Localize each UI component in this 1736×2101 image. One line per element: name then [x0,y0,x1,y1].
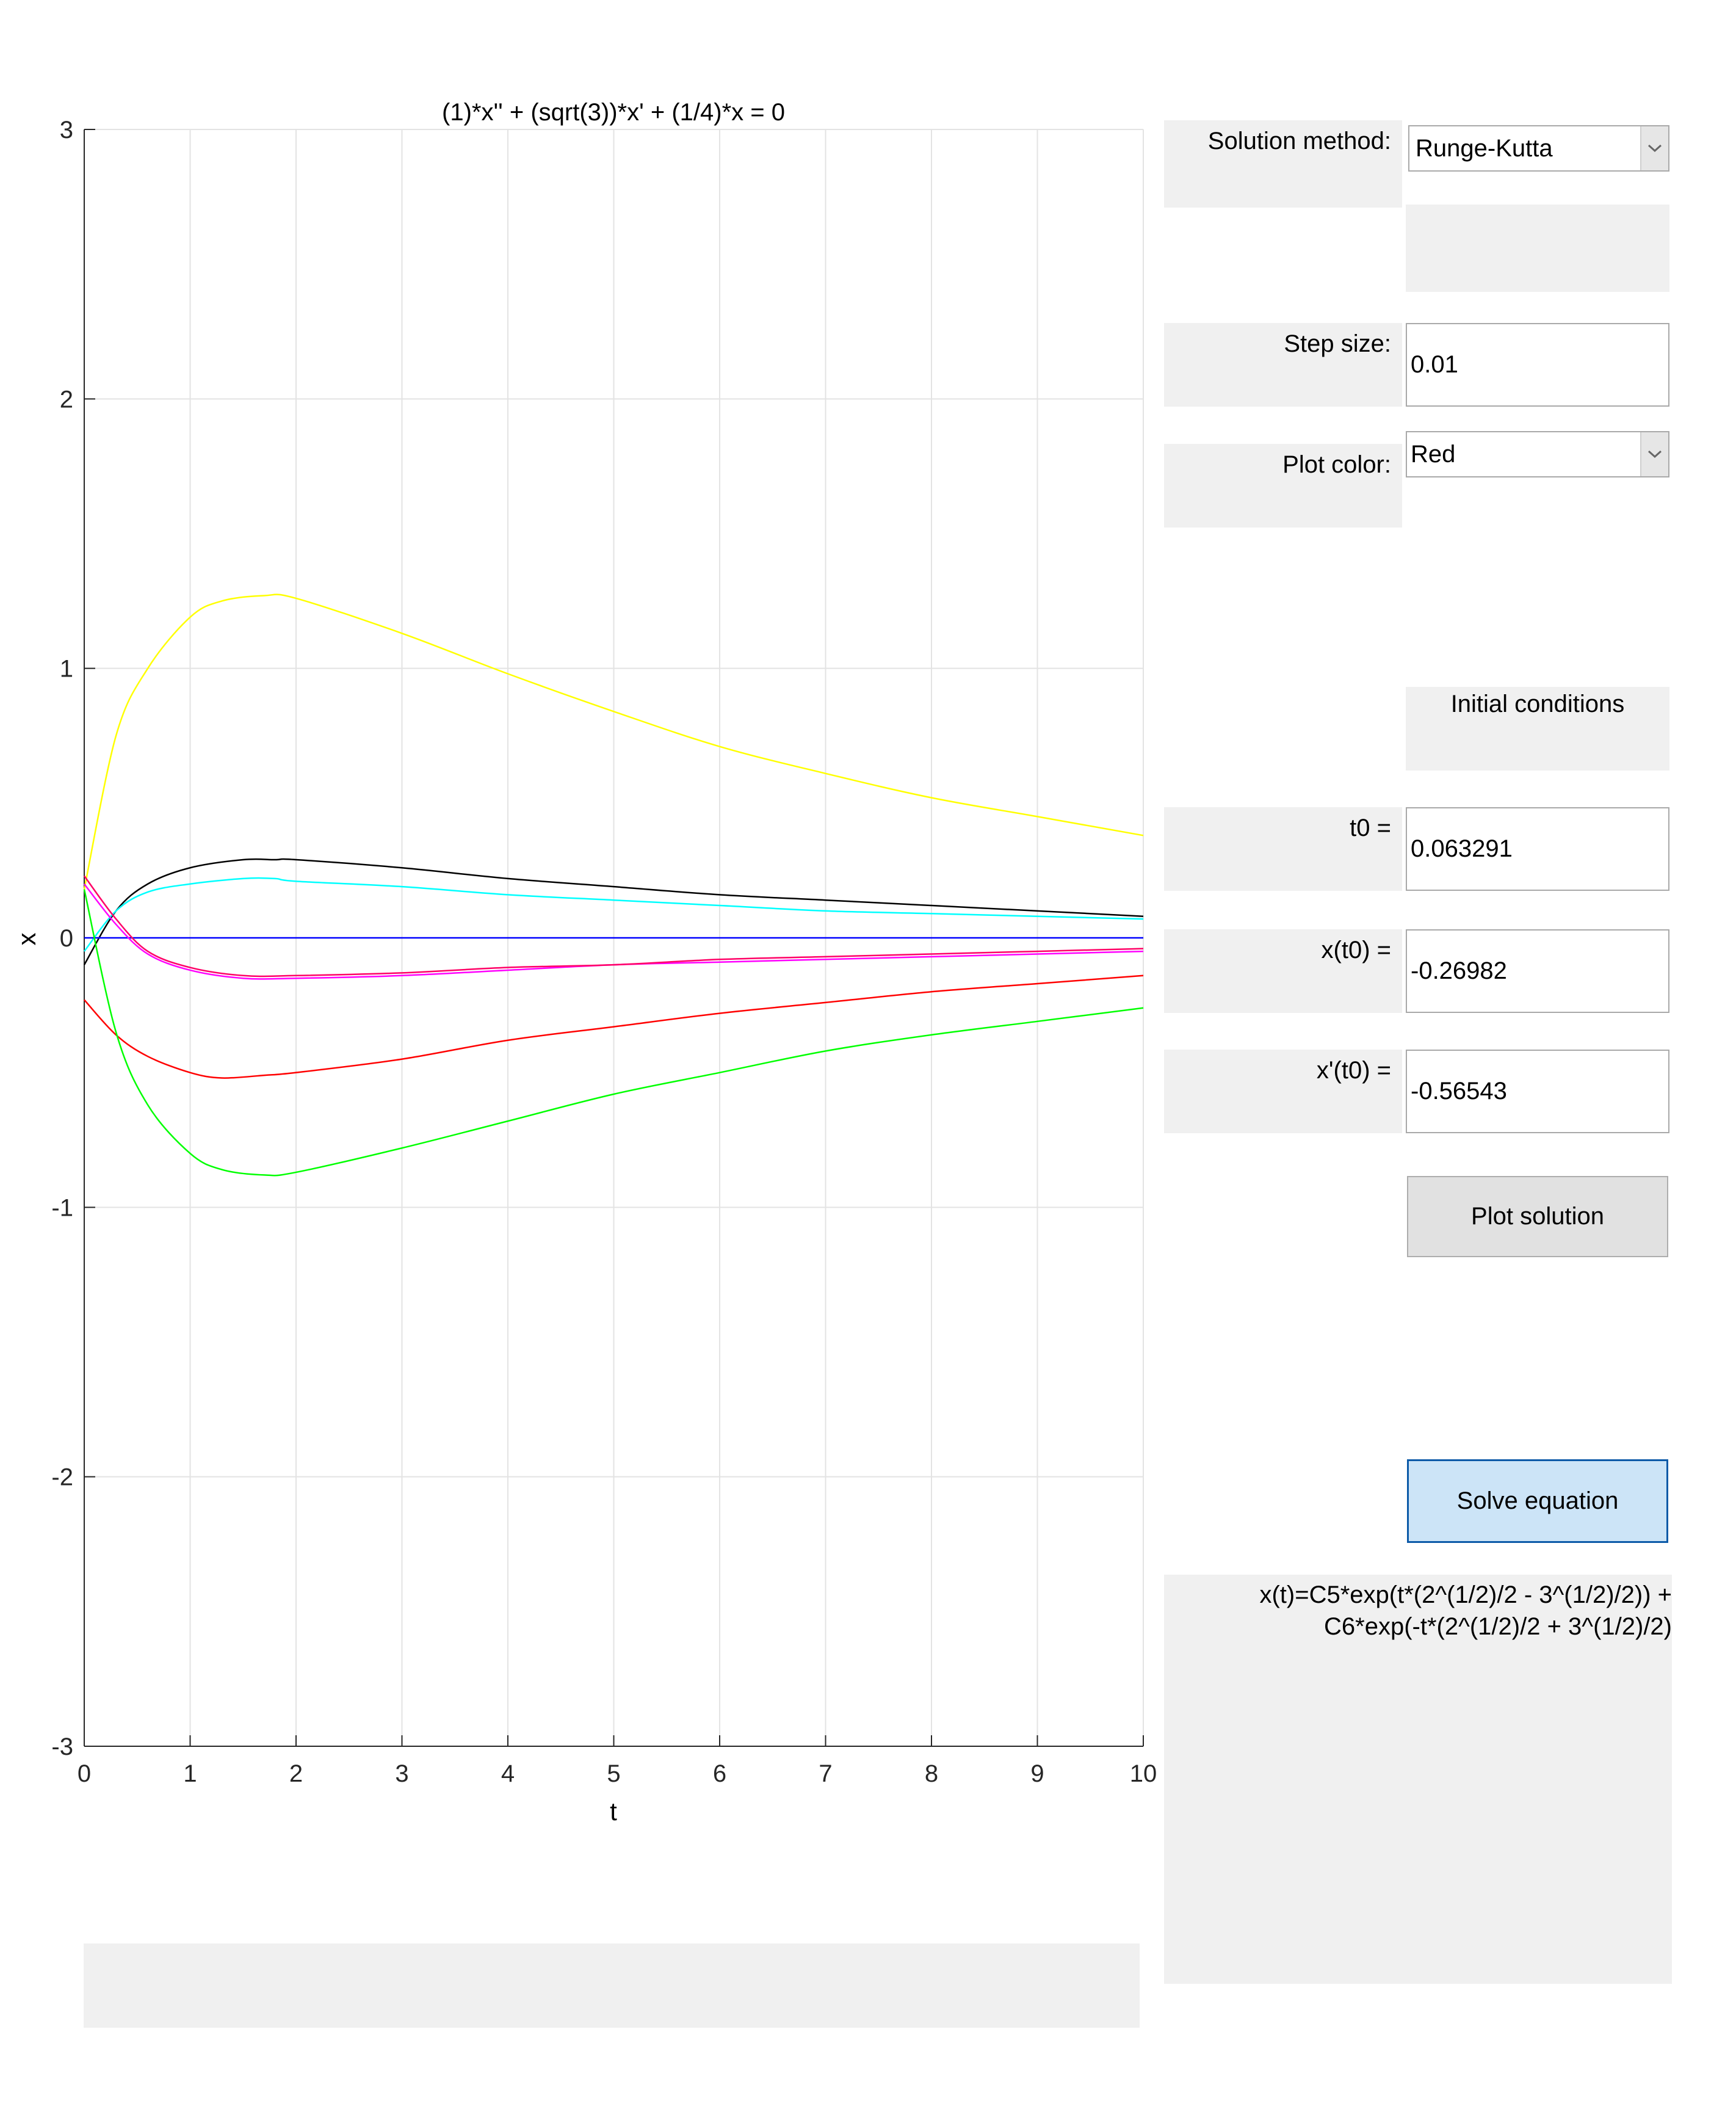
solution-plot[interactable]: 0 1 2 3 4 5 6 7 8 9 10 -3 -2 -1 0 1 2 3 (1)*x'' + (sqrt(3… [0,0,1160,1862]
y-tick-label: 3 [60,117,73,143]
solution-text-line2: C6*exp(-t*(2^(1/2)/2 + 3^(1/2)/2) [1165,1609,1672,1642]
x-tick-label: 8 [925,1760,938,1787]
y-tick-label: 1 [60,656,73,683]
plot-solution-button[interactable]: Plot solution [1407,1176,1668,1257]
x-t0-field[interactable]: -0.26982 [1406,929,1669,1013]
x-prime-t0-field[interactable]: -0.56543 [1406,1050,1669,1133]
plot-color-value: Red [1411,440,1456,468]
series-line-5 [83,875,1144,978]
y-tick-label: -3 [51,1733,73,1760]
solution-text-line1: x(t)=C5*exp(t*(2^(1/2)/2 - 3^(1/2)/2)) + [1165,1577,1672,1610]
series-line-0 [83,593,1144,890]
x-tick-label: 7 [819,1760,832,1787]
initial-conditions-heading: Initial conditions [1406,687,1669,771]
x-axis-label: t [610,1797,617,1826]
y-tick-label: -2 [51,1464,73,1491]
y-tick-label: -1 [51,1194,73,1221]
t0-field[interactable]: 0.063291 [1406,807,1669,891]
method-info-panel [1406,205,1669,292]
x-tick-label: 2 [289,1760,303,1787]
series-line-6 [84,974,1144,1079]
series-line-2 [84,877,1144,952]
solution-method-label: Solution method: [1164,120,1402,208]
y-tick-label: 0 [60,925,73,952]
x-prime-t0-label: x'(t0) = [1164,1050,1402,1133]
x-tick-label: 9 [1030,1760,1044,1787]
y-axis-label: x [12,933,41,946]
plot-title: (1)*x'' + (sqrt(3))*x' + (1/4)*x = 0 [442,99,785,126]
plot-series [83,593,1144,1177]
x-tick-label: 0 [78,1760,91,1787]
step-size-field[interactable]: 0.01 [1406,323,1669,407]
chevron-down-icon [1640,126,1668,170]
x-tick-label: 6 [713,1760,726,1787]
x-tick-label: 3 [395,1760,408,1787]
x-tick-label: 5 [607,1760,620,1787]
series-line-7 [83,889,1144,1177]
x-tick-label: 4 [501,1760,515,1787]
solution-output-panel: x(t)=C5*exp(t*(2^(1/2)/2 - 3^(1/2)/2)) +… [1164,1575,1672,1984]
series-line-4 [84,883,1144,980]
solve-equation-button[interactable]: Solve equation [1407,1459,1668,1543]
x-tick-label: 10 [1130,1760,1157,1787]
x-t0-label: x(t0) = [1164,929,1402,1013]
plot-color-dropdown[interactable]: Red [1406,431,1669,477]
t0-label: t0 = [1164,807,1402,891]
chevron-down-icon [1640,432,1668,476]
plot-color-label: Plot color: [1164,444,1402,528]
plot-tick-labels: 0 1 2 3 4 5 6 7 8 9 10 -3 -2 -1 0 1 2 3 [51,117,1157,1787]
x-tick-label: 1 [183,1760,197,1787]
solution-method-value: Runge-Kutta [1416,134,1553,162]
status-panel [84,1943,1140,2028]
series-line-1 [83,858,1144,965]
step-size-label: Step size: [1164,323,1402,407]
y-tick-label: 2 [60,386,73,413]
solution-method-dropdown[interactable]: Runge-Kutta [1408,125,1669,172]
